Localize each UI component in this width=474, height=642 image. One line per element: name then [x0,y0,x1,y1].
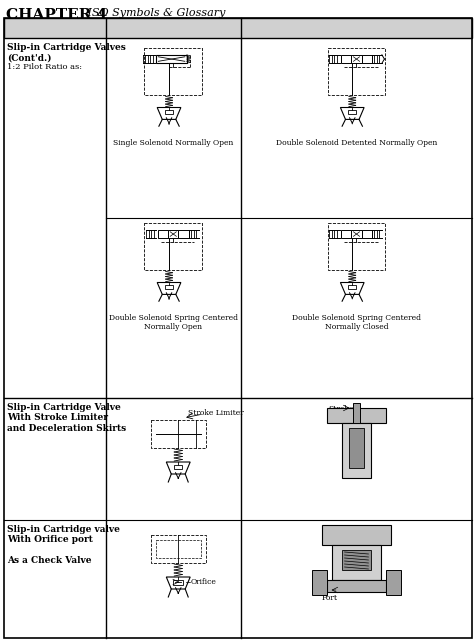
Bar [351,55,362,64]
Bar [4,18,472,38]
Text: Symbol: Symbol [154,24,193,33]
Bar [332,545,382,580]
Bar [151,535,206,563]
Bar [348,285,356,290]
Bar [348,110,356,114]
Bar [158,230,168,238]
Bar [312,570,327,595]
Bar [322,525,392,545]
Bar [351,230,362,238]
Bar [173,580,183,585]
Bar [327,408,386,423]
Bar [174,465,182,469]
Text: Single Solenoid Normally Open: Single Solenoid Normally Open [113,139,234,147]
Text: CHAPTER 4: CHAPTER 4 [6,8,107,22]
Text: ISO Symbols & Glossary: ISO Symbols & Glossary [83,8,225,18]
Polygon shape [166,462,190,474]
Bar [165,110,173,114]
Bar [342,423,372,478]
Bar [341,230,351,238]
Bar [151,420,206,448]
Text: 1:2 Pilot Ratio as:: 1:2 Pilot Ratio as: [7,63,82,71]
Text: Stroke Limiter: Stroke Limiter [188,409,244,417]
Bar [362,230,372,238]
Bar [156,55,187,64]
Text: Picture Representation: Picture Representation [295,24,418,33]
Polygon shape [340,107,364,119]
Bar [145,48,202,95]
Text: Double Solenoid Spring Centered
Normally Closed: Double Solenoid Spring Centered Normally… [292,314,421,331]
Bar [348,428,365,468]
Polygon shape [157,107,181,119]
Text: Double Solenoid Detented Normally Open: Double Solenoid Detented Normally Open [276,139,437,147]
Bar [145,223,202,270]
Text: Stroke
Limiter: Stroke Limiter [328,405,356,422]
Text: Slip-in Cartridge Valve
With Stroke Limiter
and Deceleration Skirts: Slip-in Cartridge Valve With Stroke Limi… [7,403,126,433]
Bar [362,55,372,64]
Bar [328,48,385,95]
Bar [386,570,401,595]
Text: Slip-in Cartridge valve
With Orifice port

As a Check Valve: Slip-in Cartridge valve With Orifice por… [7,525,120,565]
Polygon shape [166,577,190,589]
Bar [353,403,361,423]
Bar [165,285,173,290]
Text: Orifice: Orifice [190,578,216,586]
Bar [168,230,178,238]
Bar [178,230,189,238]
Bar [328,223,385,270]
Text: Orifice
Port: Orifice Port [322,585,347,602]
Polygon shape [340,282,364,295]
Bar [342,550,372,570]
Bar [327,580,386,592]
Bar [341,55,351,64]
Polygon shape [157,282,181,295]
Text: Slip-in Cartridge Valves
(Cont'd.): Slip-in Cartridge Valves (Cont'd.) [7,43,126,62]
Text: ISO Designation: ISO Designation [12,24,98,33]
Bar [156,540,201,558]
Text: Double Solenoid Spring Centered
Normally Open: Double Solenoid Spring Centered Normally… [109,314,238,331]
